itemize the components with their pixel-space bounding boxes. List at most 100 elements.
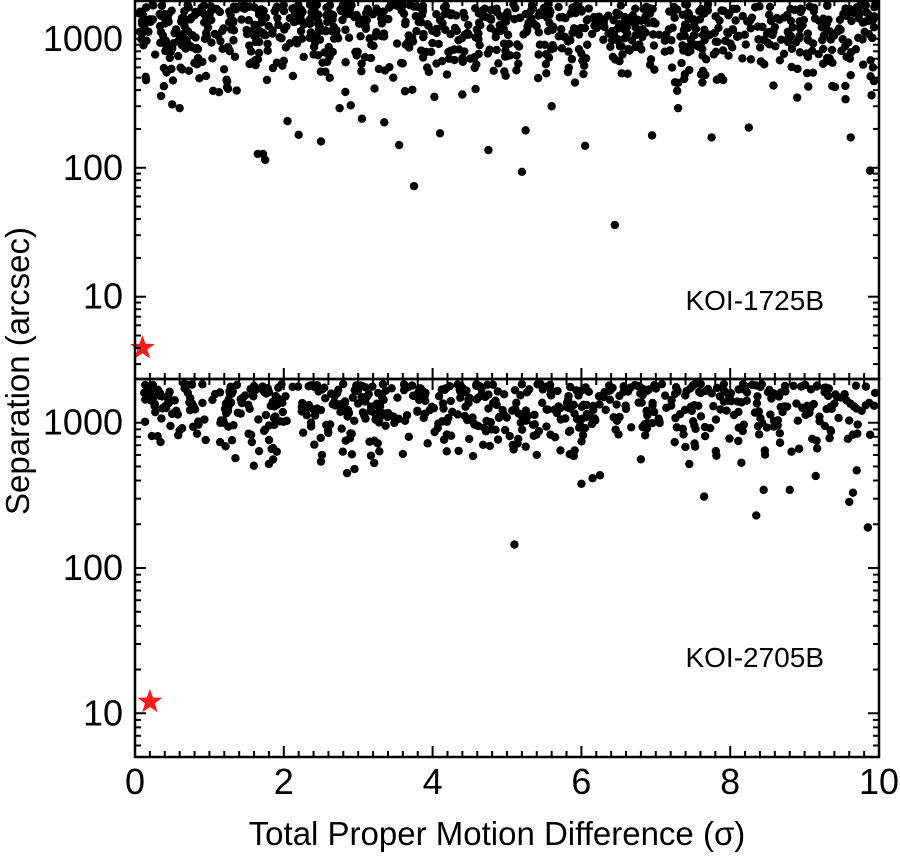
data-point	[466, 54, 475, 63]
data-point	[439, 435, 449, 444]
data-point	[356, 32, 365, 41]
data-point	[690, 442, 700, 451]
data-point	[446, 431, 456, 440]
data-point	[141, 3, 151, 12]
data-point	[230, 52, 240, 61]
data-point	[762, 423, 772, 432]
data-point	[808, 68, 818, 77]
data-point	[542, 422, 551, 431]
data-point	[161, 36, 171, 45]
data-point	[853, 429, 862, 438]
data-point	[387, 412, 397, 421]
data-point	[273, 13, 282, 23]
data-point	[753, 392, 762, 401]
data-point	[510, 385, 520, 395]
data-point	[852, 466, 861, 475]
data-point	[274, 20, 283, 30]
data-point	[153, 385, 163, 394]
data-point	[168, 409, 177, 419]
data-point	[185, 41, 195, 50]
data-point	[779, 49, 789, 58]
data-point	[785, 485, 794, 495]
data-point	[236, 395, 245, 404]
data-point	[846, 47, 856, 57]
data-point	[198, 380, 207, 389]
data-point	[378, 379, 388, 389]
data-point	[632, 16, 641, 26]
data-point	[499, 390, 509, 399]
data-point	[503, 30, 513, 40]
data-point	[434, 39, 443, 49]
data-point	[809, 3, 819, 12]
panel-label: KOI-1725B	[685, 285, 824, 316]
data-point	[828, 81, 837, 91]
data-point	[491, 32, 500, 42]
data-point	[514, 59, 523, 68]
data-point	[321, 394, 330, 403]
x-axis-title: Total Proper Motion Difference (σ)	[249, 815, 746, 852]
data-point	[553, 386, 562, 396]
data-point	[709, 50, 718, 59]
data-point	[814, 16, 824, 25]
data-point	[297, 34, 307, 43]
data-point	[827, 404, 836, 413]
data-point	[149, 1, 158, 10]
data-point	[190, 58, 199, 68]
data-point	[262, 75, 272, 85]
data-point	[780, 402, 789, 411]
data-point	[357, 392, 366, 402]
data-point	[398, 449, 408, 459]
data-point	[350, 385, 359, 395]
data-point	[579, 69, 588, 79]
data-point	[676, 32, 685, 41]
data-point	[294, 130, 303, 140]
data-point	[135, 8, 145, 17]
x-tick-label: 2	[274, 761, 294, 802]
data-point	[139, 41, 148, 50]
data-point	[631, 42, 640, 52]
data-point	[464, 20, 473, 30]
data-point	[229, 421, 238, 430]
data-point	[649, 407, 659, 417]
data-point	[177, 65, 187, 74]
data-point	[634, 398, 643, 407]
data-point	[853, 420, 862, 429]
data-point	[281, 43, 291, 52]
data-point	[317, 450, 327, 460]
data-point	[841, 81, 850, 91]
data-point	[672, 86, 682, 95]
data-point	[521, 126, 530, 135]
data-point	[583, 40, 592, 49]
data-point	[166, 48, 175, 57]
data-point	[417, 387, 426, 396]
data-point	[590, 21, 599, 30]
panel-label: KOI-2705B	[685, 642, 824, 673]
data-point	[865, 430, 875, 439]
data-point	[639, 4, 648, 13]
data-point	[768, 30, 777, 40]
data-point	[667, 36, 676, 45]
data-point	[844, 416, 854, 425]
data-point	[171, 25, 181, 34]
data-point	[409, 181, 419, 191]
data-point	[738, 54, 747, 63]
data-point	[202, 32, 212, 42]
data-point	[584, 387, 594, 397]
data-point	[198, 398, 207, 408]
data-point	[264, 459, 274, 469]
data-point	[775, 438, 785, 447]
data-point	[227, 436, 237, 445]
data-point	[599, 35, 608, 44]
data-point	[458, 53, 467, 63]
data-point	[606, 42, 615, 51]
data-point	[485, 45, 494, 54]
data-point	[259, 387, 269, 397]
data-point	[618, 50, 627, 59]
data-point	[141, 380, 150, 390]
data-point	[324, 428, 333, 438]
data-point	[643, 411, 652, 420]
data-point	[371, 32, 380, 41]
data-point	[758, 22, 767, 32]
data-point	[786, 16, 796, 26]
panels-layer: 10 100 1000 KOI-1725B 10 100 1000 KOI-2705B 0 2 4 6…	[43, 0, 899, 802]
